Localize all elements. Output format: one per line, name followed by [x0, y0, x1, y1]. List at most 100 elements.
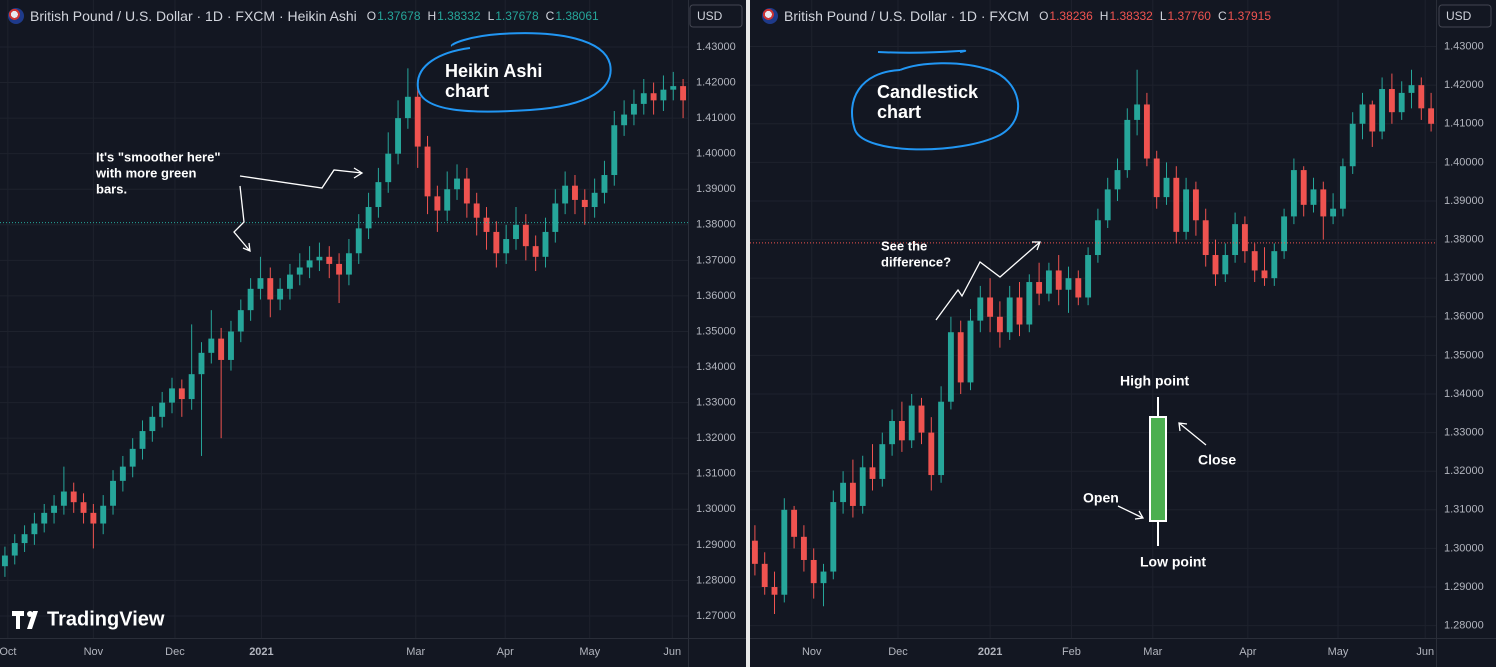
candle-body: [188, 374, 195, 400]
candle-body: [977, 297, 984, 321]
candle-body: [434, 196, 441, 211]
y-tick-label: 1.41000: [1444, 118, 1484, 130]
candle-body: [996, 316, 1003, 333]
candle-body: [1212, 255, 1219, 275]
candle-body: [1359, 104, 1366, 124]
candle-body: [830, 502, 837, 572]
candle-body: [463, 178, 470, 204]
candle-body: [879, 444, 886, 479]
candle-body: [414, 96, 421, 147]
candle-body: [1418, 85, 1425, 109]
candle-body: [660, 89, 667, 101]
candle-body: [630, 103, 637, 115]
y-tick-label: 1.38000: [696, 219, 736, 231]
candle-body: [1251, 251, 1258, 271]
readout-value: 1.37915: [1227, 9, 1271, 23]
candle-body: [336, 263, 343, 275]
candle-body: [1104, 189, 1111, 221]
candle-body: [1428, 108, 1435, 124]
ohlc-readout: O1.38236 H1.38332 L1.37760 C1.37915: [1039, 9, 1271, 23]
marks: [0, 68, 1436, 615]
diagram-label: Low point: [1140, 554, 1206, 570]
arrow: [233, 185, 251, 253]
readout-value: 1.38332: [1109, 9, 1153, 23]
candle-body: [375, 182, 382, 208]
x-tick-label: May: [1328, 646, 1349, 658]
candle-body: [159, 402, 166, 417]
candle-body: [503, 239, 510, 254]
y-tick-label: 1.40000: [1444, 156, 1484, 168]
readout-value: 1.38332: [437, 9, 481, 23]
logo: [27, 611, 33, 617]
x-tick-label: Dec: [888, 646, 908, 658]
candle-body: [1349, 123, 1356, 167]
candle-body: [198, 352, 205, 375]
candle-body: [286, 274, 293, 289]
box-label: Candlestick: [877, 82, 979, 102]
candle-body: [1026, 282, 1033, 325]
candle-body: [1192, 189, 1199, 221]
candle-body: [650, 93, 657, 101]
candle-body: [473, 203, 480, 218]
candle-body: [1222, 255, 1229, 275]
y-tick-label: 1.38000: [1444, 233, 1484, 245]
y-tick-label: 1.30000: [1444, 542, 1484, 554]
ohlc-readout: O1.37678 H1.38332 L1.37678 C1.38061: [367, 9, 599, 23]
readout-item: L1.37678: [488, 9, 539, 23]
panel-divider: [746, 0, 750, 667]
candle-body: [1045, 270, 1052, 294]
candle-body: [761, 563, 768, 588]
candle-body: [306, 260, 313, 268]
x-tick-label: Mar: [1143, 646, 1162, 658]
candle-body: [898, 421, 905, 441]
candle-body: [810, 559, 817, 584]
candle-body: [424, 146, 431, 197]
x-tick-label: Jun: [663, 646, 681, 658]
candle-body: [1290, 170, 1297, 217]
arrow: [1117, 505, 1145, 520]
candle-body: [680, 86, 687, 101]
candle-body: [1183, 189, 1190, 232]
diagram-label: Close: [1198, 452, 1236, 468]
readout-item: O1.37678: [367, 9, 421, 23]
annotation: bars.: [96, 181, 127, 196]
readout-item: O1.38236: [1039, 9, 1093, 23]
readout-key: H: [1099, 9, 1109, 23]
candle-body: [1153, 158, 1160, 198]
candle-body: [365, 207, 372, 229]
candle-body: [1339, 166, 1346, 209]
candle-body: [345, 253, 352, 275]
candle-body: [110, 480, 116, 506]
candle-body: [11, 543, 18, 556]
y-tick-label: 1.34000: [1444, 388, 1484, 400]
readout-value: 1.37678: [495, 9, 539, 23]
candle-body: [247, 288, 254, 311]
y-tick-label: 1.29000: [696, 539, 736, 551]
readout-item: C1.38061: [546, 9, 599, 23]
candle-body: [404, 96, 411, 119]
annotation: It's "smoother here": [96, 149, 221, 164]
candle-body: [100, 505, 107, 524]
candle-body: [670, 86, 677, 90]
box-label: chart: [877, 102, 921, 122]
readout-key: C: [1217, 9, 1227, 23]
candle-body: [1065, 278, 1072, 290]
candle-body: [395, 118, 402, 154]
x-tick-label: Apr: [497, 646, 514, 658]
y-tick-label: 1.27000: [696, 610, 736, 622]
y-tick-label: 1.42000: [696, 76, 736, 88]
y-tick-label: 1.31000: [696, 468, 736, 480]
candle-body: [316, 256, 323, 261]
candle-body: [1261, 270, 1268, 279]
annotation: with more green: [95, 165, 196, 180]
box-label: chart: [445, 81, 489, 101]
candle-body: [1124, 119, 1131, 171]
y-tick-label: 1.30000: [696, 503, 736, 515]
candle-body: [454, 178, 460, 190]
candle-body: [572, 185, 578, 200]
candle-body: [562, 185, 569, 204]
symbol-icon: [8, 8, 24, 24]
candle-body: [1134, 104, 1141, 120]
y-tick-label: 1.34000: [696, 361, 736, 373]
